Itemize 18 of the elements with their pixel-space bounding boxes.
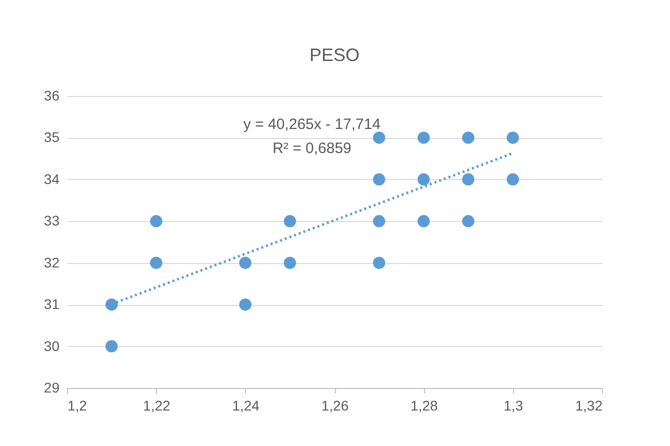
x-tick-label: 1,28 — [410, 398, 438, 414]
x-tick-label: 1,3 — [504, 398, 524, 414]
y-tick-label: 32 — [44, 254, 60, 270]
x-tick-label: 1,22 — [143, 398, 171, 414]
y-tick-label: 33 — [44, 212, 60, 229]
x-tick-label: 1,24 — [232, 398, 260, 414]
annotation: y = 40,265x - 17,714 — [243, 116, 381, 133]
y-tick-label: 34 — [44, 170, 60, 187]
annotation: R² = 0,6859 — [272, 140, 352, 157]
x-tick-label: 1,32 — [575, 398, 603, 414]
y-tick-label: 31 — [44, 296, 60, 312]
y-tick-label: 36 — [44, 88, 60, 104]
x-tick-label: 1,2 — [68, 398, 88, 414]
chart-title: PESO — [309, 45, 360, 65]
x-tick-label: 1,26 — [321, 398, 349, 414]
y-tick-label: 30 — [44, 338, 60, 354]
y-tick-label: 35 — [44, 129, 60, 146]
y-tick-label: 29 — [44, 380, 60, 396]
